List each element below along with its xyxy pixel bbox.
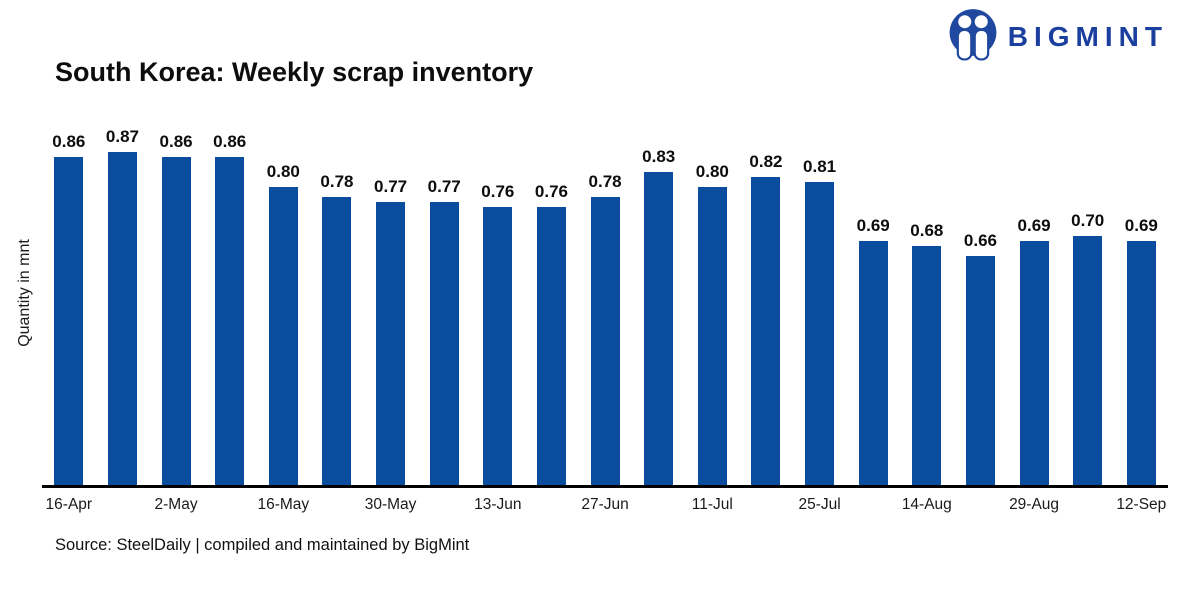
bar-slot: 0.81 <box>793 137 847 485</box>
bar-slot: 0.86 <box>42 132 96 485</box>
brand-logo: BIGMINT <box>947 7 1168 65</box>
bar-value-label: 0.82 <box>749 151 783 171</box>
x-tick-label <box>525 496 579 514</box>
bar-value-label: 0.77 <box>427 176 461 196</box>
x-tick-label: 13-Jun <box>474 496 522 513</box>
x-tick-label: 14-Aug <box>901 496 952 513</box>
bar: 0.86 <box>213 132 246 485</box>
x-tick-label: 16-May <box>257 496 310 513</box>
bar: 0.86 <box>52 132 85 485</box>
bar: 0.69 <box>857 216 890 485</box>
bar-slot: 0.70 <box>1061 137 1115 485</box>
bar-value-label: 0.78 <box>588 171 622 191</box>
x-tick-label <box>739 496 793 514</box>
bar-slot: 0.86 <box>149 132 203 485</box>
bar-chart-plot: 0.86 0.87 0.86 0.86 0.80 0.78 0.77 0.77 0.76 0.76… <box>42 127 1169 488</box>
bar-value-label: 0.80 <box>266 161 300 181</box>
bar-value-label: 0.81 <box>803 156 837 176</box>
bar-value-label: 0.86 <box>213 131 247 151</box>
x-tick-label <box>310 496 364 514</box>
bar: 0.77 <box>428 177 461 485</box>
bar-slot: 0.78 <box>310 137 364 485</box>
bar-slot: 0.66 <box>954 137 1008 485</box>
bar: 0.78 <box>589 172 622 485</box>
bar-slot: 0.78 <box>578 137 632 485</box>
x-tick-label: 30-May <box>364 496 417 513</box>
x-tick-label: 25-Jul <box>798 496 841 513</box>
y-axis-label: Quantity in mnt <box>16 239 33 347</box>
bar: 0.76 <box>535 182 568 485</box>
bar-value-label: 0.76 <box>481 181 515 201</box>
x-tick-label: 12-Sep <box>1116 496 1167 513</box>
bar-slot: 0.87 <box>96 127 150 485</box>
brand-wordmark: BIGMINT <box>1007 21 1168 52</box>
bar-slot: 0.69 <box>846 137 900 485</box>
source-note: Source: SteelDaily | compiled and mainta… <box>55 536 470 554</box>
bar-value-label: 0.78 <box>320 171 354 191</box>
bar-slot: 0.83 <box>632 137 686 485</box>
chart-title: South Korea: Weekly scrap inventory <box>55 57 534 87</box>
bar-slot: 0.80 <box>257 137 311 485</box>
bar: 0.80 <box>696 162 729 485</box>
bar: 0.70 <box>1071 211 1104 485</box>
bar-slot: 0.77 <box>417 137 471 485</box>
bar-value-label: 0.69 <box>1017 216 1051 236</box>
bar-slot: 0.68 <box>900 137 954 485</box>
x-tick-label <box>954 496 1008 514</box>
bar: 0.81 <box>803 157 836 485</box>
x-tick-label <box>96 496 150 514</box>
bar-value-label: 0.83 <box>642 146 676 166</box>
bar: 0.77 <box>374 177 407 485</box>
bar-slot: 0.69 <box>1007 137 1061 485</box>
x-tick-label <box>632 496 686 514</box>
bar: 0.66 <box>964 231 997 485</box>
bar-slot: 0.69 <box>1115 137 1169 485</box>
bar: 0.76 <box>481 182 514 485</box>
bar-slot: 0.80 <box>686 137 740 485</box>
bar-value-label: 0.87 <box>105 126 139 146</box>
bar-slot: 0.86 <box>203 132 257 485</box>
bar-value-label: 0.69 <box>856 216 890 236</box>
bar-slot: 0.82 <box>739 137 793 485</box>
bar-value-label: 0.66 <box>963 231 997 251</box>
bar: 0.68 <box>910 221 943 485</box>
bar: 0.78 <box>320 172 353 485</box>
bar-value-label: 0.69 <box>1124 216 1158 236</box>
bar: 0.86 <box>160 132 193 485</box>
x-axis-ticks: 16-Apr 2-May 16-May 30-May 13-Jun 27-Jun 11-Ju… <box>42 496 1168 514</box>
bigmint-logo-icon <box>949 9 997 61</box>
bar: 0.69 <box>1018 216 1051 485</box>
x-tick-label: 2-May <box>154 496 198 513</box>
x-tick-label <box>417 496 471 514</box>
bar: 0.80 <box>267 162 300 485</box>
x-tick-label <box>203 496 257 514</box>
x-tick-label: 16-Apr <box>45 496 93 513</box>
bar: 0.69 <box>1125 216 1158 485</box>
bar: 0.87 <box>106 127 139 485</box>
bar-slot: 0.76 <box>525 137 579 485</box>
x-tick-label: 27-Jun <box>581 496 629 513</box>
bar-value-label: 0.80 <box>695 161 729 181</box>
bar-value-label: 0.77 <box>374 176 408 196</box>
bar-value-label: 0.70 <box>1071 211 1105 231</box>
x-tick-label: 11-Jul <box>691 496 733 513</box>
x-tick-label <box>1061 496 1115 514</box>
bar-value-label: 0.86 <box>52 131 86 151</box>
bar: 0.83 <box>642 147 675 485</box>
x-tick-label: 29-Aug <box>1009 496 1060 513</box>
bar-value-label: 0.86 <box>159 131 193 151</box>
bar-value-label: 0.76 <box>534 181 568 201</box>
bar-slot: 0.76 <box>471 137 525 485</box>
bar-slot: 0.77 <box>364 137 418 485</box>
x-tick-label <box>846 496 900 514</box>
bar: 0.82 <box>749 152 782 485</box>
bar-value-label: 0.68 <box>910 221 944 241</box>
